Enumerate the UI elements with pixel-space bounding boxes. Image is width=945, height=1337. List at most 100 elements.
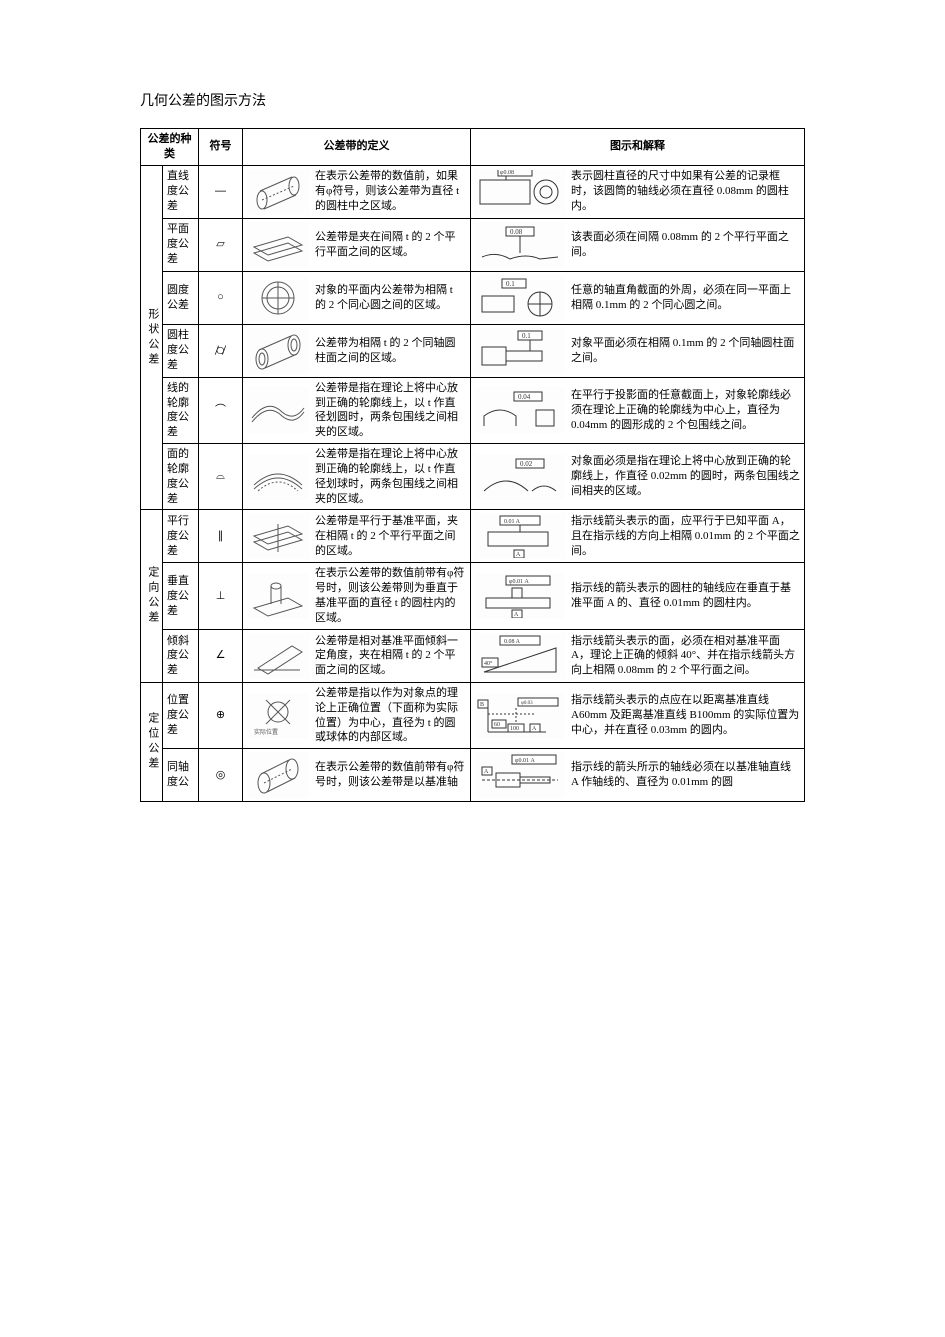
row-name: 垂直度公差 xyxy=(163,563,199,629)
row-name: 倾斜度公差 xyxy=(163,629,199,682)
def-diagram-icon xyxy=(247,513,309,559)
row-name: 面的轮廓度公差 xyxy=(163,444,199,510)
group-orientation: 定向公差 xyxy=(141,510,163,682)
def-diagram-icon xyxy=(247,752,309,798)
page-title: 几何公差的图示方法 xyxy=(140,90,805,110)
explanation-cell: φ0.01 AA 指示线的箭头表示的圆柱的轴线应在垂直于基准平面 A 的、直径 … xyxy=(471,563,805,629)
table-row: 定向公差 平行度公差 ∥ 公差带是平行于基准平面，夹在相隔 t 的 2 个平行平… xyxy=(141,510,805,563)
symbol-cylindricity: ⌭ xyxy=(199,324,243,377)
svg-text:0.04: 0.04 xyxy=(518,393,531,401)
table-row: 面的轮廓度公差 ⌓ 公差带是指在理论上将中心放到正确的轮廓线上，以 t 作直径划… xyxy=(141,444,805,510)
symbol-roundness: ○ xyxy=(199,271,243,324)
def-diagram-icon: 实际位置 xyxy=(247,693,309,739)
row-name: 平面度公差 xyxy=(163,218,199,271)
def-diagram-icon xyxy=(247,169,309,215)
group-shape: 形状公差 xyxy=(141,165,163,510)
row-name: 线的轮廓度公差 xyxy=(163,377,199,443)
svg-text:40°: 40° xyxy=(484,660,493,667)
table-row: 圆柱度公差 ⌭ 公差带为相隔 t 的 2 个同轴圆柱面之间的区域。 0.1 对象… xyxy=(141,324,805,377)
definition-cell: 公差带是夹在间隔 t 的 2 个平行平面之间的区域。 xyxy=(243,218,471,271)
definition-cell: 实际位置 公差带是指以作为对象点的理论上正确位置（下面称为实际位置）为中心，直径… xyxy=(243,682,471,748)
exp-diagram-icon: 0.04 xyxy=(475,387,565,433)
tolerance-table: 公差的种类 符号 公差带的定义 图示和解释 形状公差 直线度公差 — 在表示公差… xyxy=(140,128,805,802)
row-name: 圆度公差 xyxy=(163,271,199,324)
table-row: 平面度公差 ▱ 公差带是夹在间隔 t 的 2 个平行平面之间的区域。 0.08 … xyxy=(141,218,805,271)
row-name: 直线度公差 xyxy=(163,165,199,218)
exp-diagram-icon: φ0.01 AA xyxy=(475,573,565,619)
def-diagram-icon xyxy=(247,222,309,268)
table-row: 定位公差 位置度公差 ⊕ 实际位置 公差带是指以作为对象点的理论上正确位置（下面… xyxy=(141,682,805,748)
svg-text:A: A xyxy=(484,769,489,775)
th-symbol: 符号 xyxy=(199,129,243,166)
explanation-cell: 0.08 该表面必须在间隔 0.08mm 的 2 个平行平面之间。 xyxy=(471,218,805,271)
definition-cell: 在表示公差带的数值前带有φ符号时，则该公差带则为垂直于基准平面的直径 t 的圆柱… xyxy=(243,563,471,629)
svg-text:A: A xyxy=(532,726,537,732)
svg-text:φ0.08: φ0.08 xyxy=(500,170,514,176)
exp-diagram-icon: φ0.08 xyxy=(475,169,565,215)
exp-diagram-icon: 0.08 xyxy=(475,222,565,268)
svg-text:B: B xyxy=(480,702,484,708)
symbol-parallelism: ∥ xyxy=(199,510,243,563)
symbol-surface-profile: ⌓ xyxy=(199,444,243,510)
row-name: 平行度公差 xyxy=(163,510,199,563)
def-diagram-icon xyxy=(247,633,309,679)
exp-diagram-icon: 0.08 A 40° xyxy=(475,633,565,679)
symbol-straightness: — xyxy=(199,165,243,218)
symbol-line-profile: ⌒ xyxy=(199,377,243,443)
def-diagram-icon xyxy=(247,328,309,374)
explanation-cell: 0.04 在平行于投影面的任意截面上，对象轮廓线必须在理论上正确的轮廓线为中心上… xyxy=(471,377,805,443)
exp-diagram-icon: 0.01 A A xyxy=(475,513,565,559)
th-illustration: 图示和解释 xyxy=(471,129,805,166)
group-location: 定位公差 xyxy=(141,682,163,801)
explanation-cell: 0.1 任意的轴直角截面的外周，必须在同一平面上相隔 0.1mm 的 2 个同心… xyxy=(471,271,805,324)
exp-diagram-icon: 0.1 xyxy=(475,275,565,321)
svg-text:A: A xyxy=(516,552,521,558)
explanation-cell: φ0.08 表示圆柱直径的尺寸中如果有公差的记录框时，该圆筒的轴线必须在直径 0… xyxy=(471,165,805,218)
exp-diagram-icon: B φ0.03 60 100 A xyxy=(475,693,565,739)
svg-text:0.01 A: 0.01 A xyxy=(504,519,521,525)
symbol-concentricity: ◎ xyxy=(199,749,243,802)
explanation-cell: φ0.01 A A 指示线的箭头所示的轴线必须在以基准轴直线 A 作轴线的、直径… xyxy=(471,749,805,802)
th-type: 公差的种类 xyxy=(141,129,199,166)
definition-cell: 公差带是相对基准平面倾斜一定角度，夹在相隔 t 的 2 个平面之间的区域。 xyxy=(243,629,471,682)
table-header-row: 公差的种类 符号 公差带的定义 图示和解释 xyxy=(141,129,805,166)
svg-text:0.08: 0.08 xyxy=(510,228,523,236)
svg-text:60: 60 xyxy=(494,722,500,728)
exp-diagram-icon: φ0.01 A A xyxy=(475,752,565,798)
table-row: 圆度公差 ○ 对象的平面内公差带为相隔 t 的 2 个同心圆之间的区域。 0.1… xyxy=(141,271,805,324)
def-diagram-icon xyxy=(247,275,309,321)
def-diagram-icon xyxy=(247,573,309,619)
table-row: 线的轮廓度公差 ⌒ 公差带是指在理论上将中心放到正确的轮廓线上，以 t 作直径划… xyxy=(141,377,805,443)
symbol-perpendicularity: ⊥ xyxy=(199,563,243,629)
definition-cell: 在表示公差带的数值前，如果有φ符号，则该公差带为直径 t 的圆柱中之区域。 xyxy=(243,165,471,218)
svg-text:0.08 A: 0.08 A xyxy=(504,639,521,645)
symbol-angularity: ∠ xyxy=(199,629,243,682)
definition-cell: 对象的平面内公差带为相隔 t 的 2 个同心圆之间的区域。 xyxy=(243,271,471,324)
explanation-cell: 0.1 对象平面必须在相隔 0.1mm 的 2 个同轴圆柱面之间。 xyxy=(471,324,805,377)
svg-text:0.1: 0.1 xyxy=(522,332,531,340)
exp-diagram-icon: 0.1 xyxy=(475,328,565,374)
symbol-position: ⊕ xyxy=(199,682,243,748)
table-row: 同轴度公 ◎ 在表示公差带的数值前带有φ符号时，则该公差带是以基准轴 φ0.01… xyxy=(141,749,805,802)
table-row: 形状公差 直线度公差 — 在表示公差带的数值前，如果有φ符号，则该公差带为直径 … xyxy=(141,165,805,218)
table-row: 倾斜度公差 ∠ 公差带是相对基准平面倾斜一定角度，夹在相隔 t 的 2 个平面之… xyxy=(141,629,805,682)
row-name: 位置度公差 xyxy=(163,682,199,748)
th-definition: 公差带的定义 xyxy=(243,129,471,166)
def-diagram-icon xyxy=(247,387,309,433)
svg-text:100: 100 xyxy=(510,726,519,732)
definition-cell: 在表示公差带的数值前带有φ符号时，则该公差带是以基准轴 xyxy=(243,749,471,802)
svg-text:0.1: 0.1 xyxy=(506,280,515,288)
definition-cell: 公差带是指在理论上将中心放到正确的轮廓线上，以 t 作直径划球时，两条包围线之间… xyxy=(243,444,471,510)
definition-cell: 公差带为相隔 t 的 2 个同轴圆柱面之间的区域。 xyxy=(243,324,471,377)
svg-text:实际位置: 实际位置 xyxy=(254,728,278,736)
svg-text:φ0.01 A: φ0.01 A xyxy=(515,758,535,764)
table-row: 垂直度公差 ⊥ 在表示公差带的数值前带有φ符号时，则该公差带则为垂直于基准平面的… xyxy=(141,563,805,629)
def-diagram-icon xyxy=(247,454,309,500)
row-name: 圆柱度公差 xyxy=(163,324,199,377)
explanation-cell: 0.01 AA 指示线箭头表示的面，应平行于已知平面 A，且在指示线的方向上相隔… xyxy=(471,510,805,563)
svg-text:A: A xyxy=(514,612,519,618)
svg-text:0.02: 0.02 xyxy=(520,460,533,468)
explanation-cell: 0.02 对象面必须是指在理论上将中心放到正确的轮廓线上，作直径 0.02mm … xyxy=(471,444,805,510)
svg-text:φ0.03: φ0.03 xyxy=(521,701,533,706)
definition-cell: 公差带是指在理论上将中心放到正确的轮廓线上，以 t 作直径划圆时，两条包围线之间… xyxy=(243,377,471,443)
